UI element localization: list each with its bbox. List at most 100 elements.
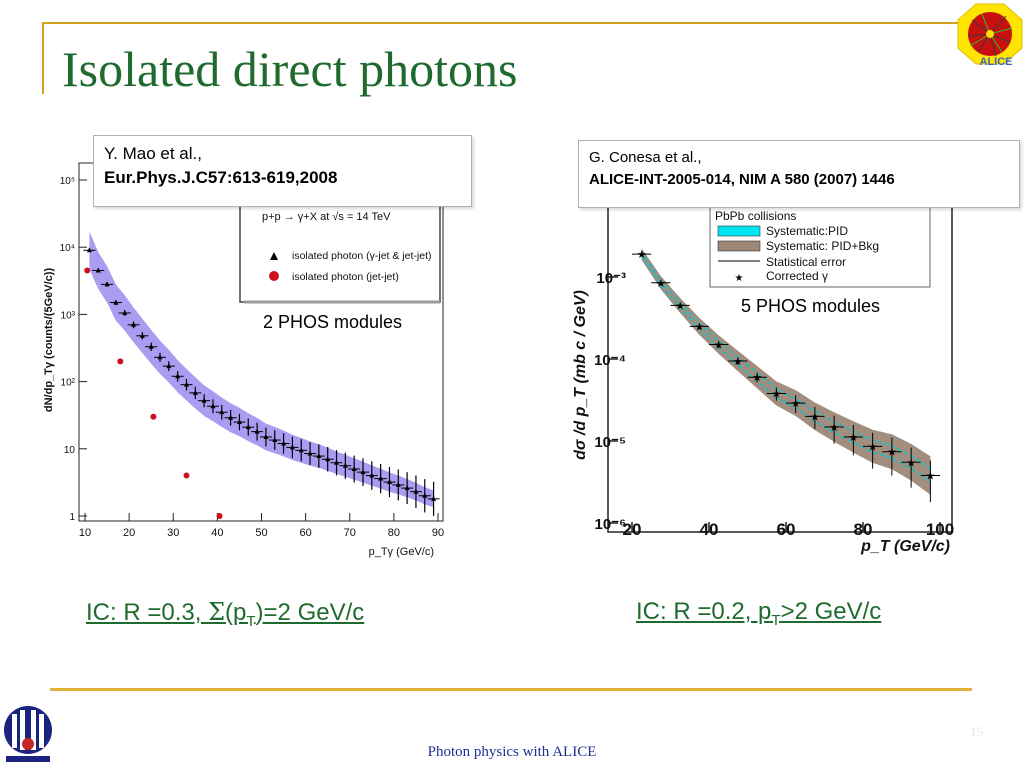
left-data-point [289, 444, 295, 450]
left-y-tick-label: 10⁵ [60, 176, 75, 187]
right-legend-item-3: Statistical error [766, 255, 846, 269]
right-y-tick-label: 10⁻⁵ [594, 434, 626, 451]
right-reference-journal: ALICE-INT-2005-014, NIM A 580 (2007) 144… [589, 171, 895, 188]
left-chart: 10 20 30 40 50 60 70 80 90 1 10 10² 10³ 10⁴ 10⁵ dN/dp_… [43, 162, 444, 558]
left-data-point [122, 309, 128, 315]
right-data-point: ★ [925, 470, 935, 482]
left-y-tick-label: 1 [69, 512, 75, 523]
page-number: 15 [970, 724, 983, 739]
right-y-tick-label: 10⁻³ [596, 270, 626, 287]
right-x-tick-label: 20 [623, 520, 642, 539]
left-legend-item-2: isolated photon (jet-jet) [292, 271, 399, 283]
left-data-point [254, 428, 260, 434]
right-legend-swatch-pid [717, 225, 761, 237]
left-data-point [245, 424, 251, 430]
right-data-point: ★ [848, 432, 858, 444]
right-annotation: 5 PHOS modules [741, 296, 880, 316]
left-x-tick-label: 20 [123, 527, 135, 539]
top-rule [42, 22, 972, 24]
left-data-point [139, 332, 145, 338]
left-y-tick-label: 10⁴ [60, 243, 75, 254]
right-data-point: ★ [733, 356, 743, 368]
right-reference-authors: G. Conesa et al., [589, 149, 702, 166]
left-data-point [422, 492, 428, 498]
left-x-tick-label: 60 [300, 527, 312, 539]
left-annotation: 2 PHOS modules [263, 312, 402, 332]
left-data-point [431, 495, 437, 501]
left-data-point [113, 299, 119, 305]
bottom-rule [50, 688, 972, 691]
right-chart: 20 40 60 80 100 10⁻³ 10⁻⁴ 10⁻⁵ 10⁻⁶ ★ ★ ★ ★ ★ ★ ★ ★ ★ ★ ★ ★… [572, 187, 954, 555]
right-data-point: ★ [637, 249, 647, 261]
left-rule [42, 22, 44, 94]
left-x-tick-label: 10 [79, 527, 91, 539]
right-data-point: ★ [868, 441, 878, 453]
left-data-point [281, 440, 287, 446]
left-data-point [395, 481, 401, 487]
right-legend-swatch-pidbkg [717, 240, 761, 252]
right-legend-header: PbPb collisions [715, 209, 796, 223]
right-data-point: ★ [714, 340, 724, 352]
left-red-data-point [216, 513, 223, 519]
left-data-point [236, 419, 242, 425]
left-red-data-point [150, 413, 157, 420]
right-x-tick-label: 40 [700, 520, 719, 539]
left-legend-header: p+p → γ+X at √s = 14 TeV [262, 211, 391, 223]
left-y-tick-label: 10² [61, 378, 76, 389]
right-data-point: ★ [771, 388, 781, 400]
left-data-point [86, 247, 92, 253]
right-data-point: ★ [675, 300, 685, 312]
left-data-point [413, 488, 419, 494]
left-data-point [131, 321, 137, 327]
left-red-data-point [84, 267, 91, 274]
left-data-point [219, 409, 225, 415]
right-caption: IC: R =0.2, pT>2 GeV/c [636, 598, 882, 629]
left-data-point [272, 437, 278, 443]
left-red-data-point [183, 472, 190, 479]
right-chart-band [641, 248, 931, 495]
jinr-logo [4, 706, 52, 762]
left-data-point [228, 414, 234, 420]
left-x-tick-label: 90 [432, 527, 444, 539]
left-x-axis-label: p_Tγ (GeV/c) [369, 546, 434, 558]
left-data-point [166, 363, 172, 369]
left-data-point [95, 267, 101, 273]
left-data-point [342, 462, 348, 468]
left-x-tick-label: 30 [167, 527, 179, 539]
left-data-point [183, 381, 189, 387]
left-data-point [378, 475, 384, 481]
left-data-point [351, 466, 357, 472]
left-data-point [316, 453, 322, 459]
left-data-point [334, 459, 340, 465]
left-y-tick-label: 10³ [61, 310, 76, 321]
left-x-tick-label: 50 [255, 527, 267, 539]
right-reference-box: G. Conesa et al., ALICE-INT-2005-014, NI… [578, 140, 1020, 208]
left-reference-box: Y. Mao et al., Eur.Phys.J.C57:613-619,20… [93, 135, 472, 207]
slide-title: Isolated direct photons [62, 41, 518, 97]
right-y-tick-label: 10⁻⁶ [594, 516, 626, 533]
left-data-point [307, 450, 313, 456]
left-data-point [148, 343, 154, 349]
right-legend-item-2: Systematic: PID+Bkg [766, 239, 879, 253]
alice-logo: ALICE [957, 3, 1023, 66]
right-data-point: ★ [906, 457, 916, 469]
left-x-tick-label: 40 [211, 527, 223, 539]
right-legend-item-1: Systematic:PID [766, 224, 848, 238]
left-legend-item-1: isolated photon (γ-jet & jet-jet) [292, 250, 431, 262]
slide-footer: Photon physics with ALICE [427, 744, 597, 760]
left-reference-journal: Eur.Phys.J.C57:613-619,2008 [104, 168, 338, 187]
left-caption: IC: R =0.3, Σ(pT)=2 GeV/c [86, 598, 365, 630]
right-data-point: ★ [694, 321, 704, 333]
right-legend-star: ★ [735, 273, 744, 284]
left-data-point [360, 469, 366, 475]
right-y-tick-label: 10⁻⁴ [594, 352, 626, 369]
left-red-data-point [117, 358, 124, 365]
right-x-tick-label: 80 [854, 520, 873, 539]
left-data-point [104, 281, 110, 287]
left-x-tick-label: 70 [344, 527, 356, 539]
right-data-point: ★ [752, 372, 762, 384]
left-data-point [386, 479, 392, 485]
right-data-point: ★ [791, 398, 801, 410]
right-data-point: ★ [810, 411, 820, 423]
left-y-tick-label: 10 [64, 445, 76, 456]
